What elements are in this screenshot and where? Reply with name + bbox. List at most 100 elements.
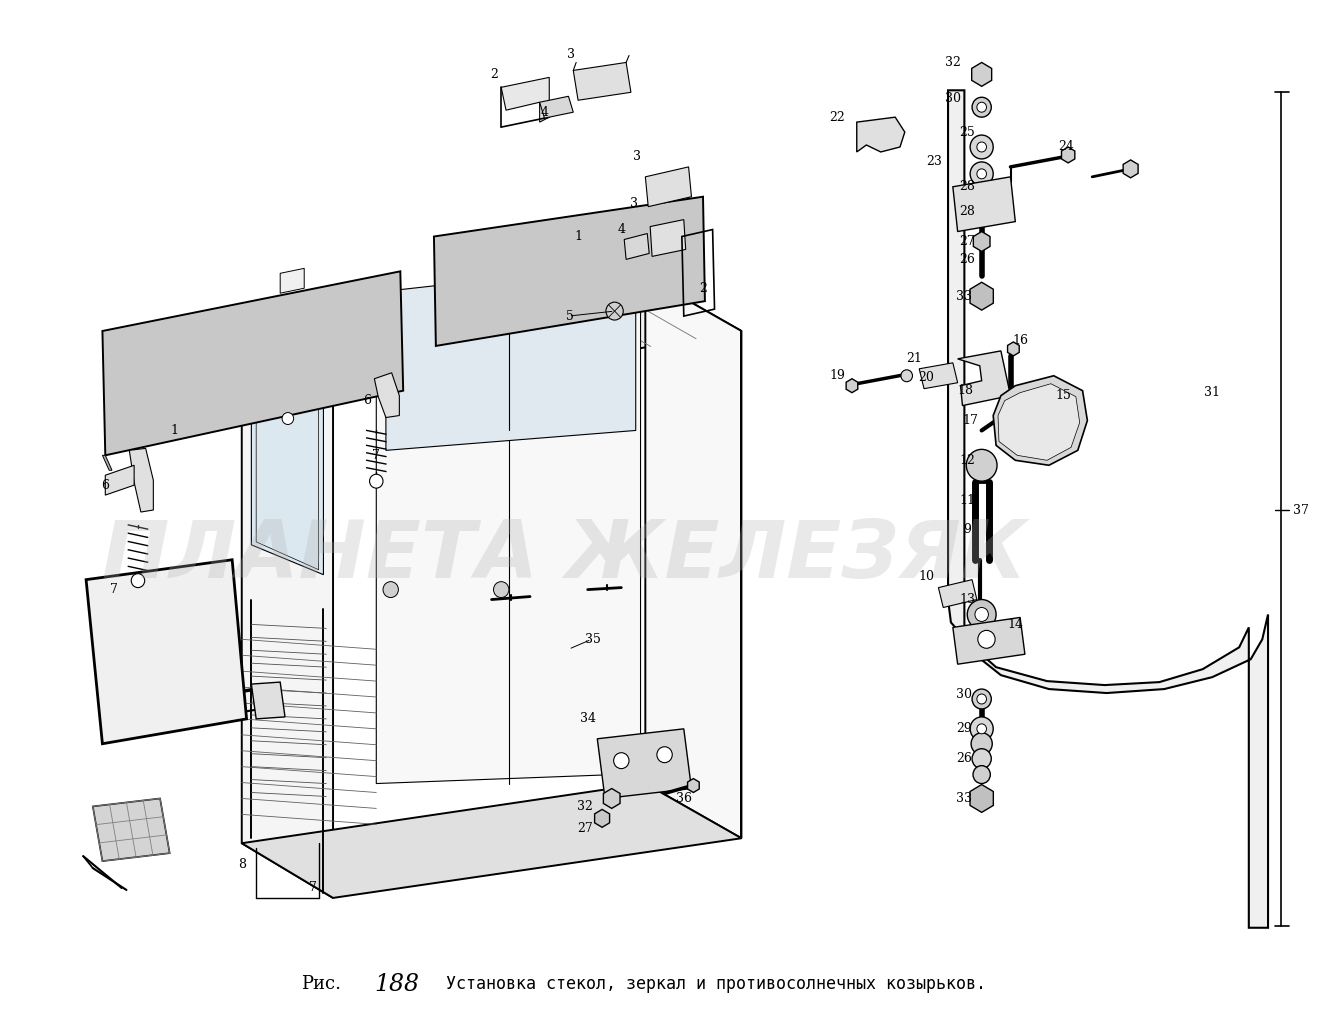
Point [225, 344, 247, 360]
Point [280, 404, 302, 420]
Point [119, 343, 141, 359]
Point [267, 322, 288, 339]
Point [212, 366, 233, 382]
Point [299, 349, 320, 366]
Point [367, 308, 389, 324]
Point [579, 219, 600, 236]
Point [500, 309, 521, 325]
Point [319, 357, 340, 374]
Point [100, 444, 122, 460]
Point [173, 327, 194, 343]
Point [111, 423, 133, 440]
Point [456, 299, 477, 315]
Point [594, 244, 615, 261]
Point [666, 224, 687, 240]
Point [655, 266, 677, 282]
Point [548, 263, 570, 279]
Circle shape [970, 717, 993, 741]
Point [134, 424, 155, 441]
Point [693, 261, 714, 277]
Point [391, 375, 413, 391]
Point [193, 375, 214, 391]
Point [147, 407, 169, 423]
Point [583, 301, 604, 317]
Point [324, 298, 346, 314]
Point [291, 349, 312, 366]
Point [482, 329, 504, 345]
Point [267, 396, 288, 412]
Point [477, 319, 498, 336]
Point [159, 344, 181, 360]
Point [217, 418, 239, 435]
Point [189, 346, 210, 363]
Point [552, 227, 574, 243]
Point [603, 295, 624, 311]
Point [373, 333, 394, 349]
Point [300, 316, 322, 333]
Point [339, 295, 360, 311]
Point [469, 273, 490, 289]
Point [453, 332, 474, 348]
Point [665, 208, 686, 225]
Point [649, 218, 670, 235]
Point [540, 253, 561, 270]
Point [523, 277, 544, 294]
Point [461, 332, 482, 348]
Point [268, 308, 289, 324]
Point [592, 242, 614, 259]
Point [174, 340, 196, 356]
Point [484, 297, 505, 313]
Point [220, 400, 241, 416]
Point [516, 269, 537, 285]
Point [626, 245, 647, 262]
Point [539, 218, 560, 235]
Point [501, 275, 523, 291]
Point [295, 398, 316, 414]
Point [524, 252, 545, 269]
Point [438, 294, 460, 310]
Point [555, 241, 576, 258]
Point [531, 277, 552, 294]
Point [578, 260, 599, 276]
Point [568, 276, 590, 293]
Point [687, 273, 709, 289]
Point [488, 318, 509, 335]
Point [141, 348, 162, 365]
Polygon shape [958, 351, 1010, 406]
Point [98, 346, 119, 363]
Point [444, 301, 465, 317]
Point [686, 273, 708, 289]
Point [446, 317, 468, 334]
Point [511, 246, 532, 263]
Point [133, 370, 154, 386]
Point [456, 245, 477, 262]
Point [464, 271, 485, 287]
Point [662, 237, 683, 253]
Polygon shape [953, 617, 1025, 664]
Point [359, 291, 381, 308]
Point [624, 227, 646, 243]
Point [437, 259, 458, 275]
Point [649, 222, 670, 239]
Point [346, 385, 367, 402]
Point [426, 286, 448, 303]
Point [565, 251, 587, 268]
Point [111, 424, 133, 441]
Point [133, 371, 154, 387]
Point [553, 222, 575, 239]
Point [356, 338, 378, 354]
Point [369, 297, 390, 313]
Point [584, 241, 606, 258]
Point [135, 371, 157, 387]
Point [539, 228, 560, 244]
Point [440, 248, 461, 265]
Point [177, 313, 198, 330]
Point [288, 315, 310, 332]
Point [630, 208, 651, 225]
Point [450, 285, 472, 302]
Point [377, 363, 398, 379]
Point [273, 400, 295, 416]
Point [494, 296, 516, 312]
Point [122, 383, 143, 400]
Point [588, 259, 610, 275]
